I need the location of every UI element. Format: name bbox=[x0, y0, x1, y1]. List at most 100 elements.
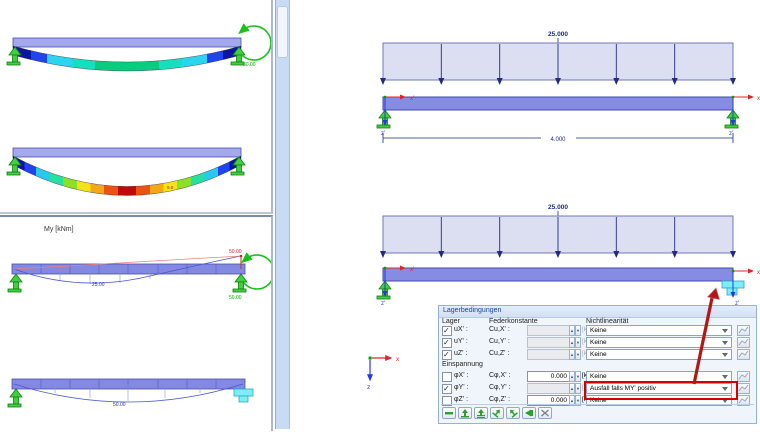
moment-arc-icon bbox=[241, 252, 275, 290]
dimension-label: 4.000 bbox=[550, 137, 566, 143]
spring-value-field[interactable] bbox=[527, 325, 570, 336]
column-header-lager: Lager bbox=[442, 318, 460, 325]
spinner-down-icon[interactable]: ▼ bbox=[574, 325, 581, 336]
spinner-up-icon[interactable]: ▲ bbox=[569, 383, 575, 394]
nonlinear-support-icon bbox=[233, 388, 254, 403]
delete-support-button[interactable] bbox=[538, 407, 552, 419]
spinner-control[interactable]: ▲ ▼ bbox=[569, 325, 581, 336]
support-rotate-button[interactable] bbox=[522, 407, 536, 419]
support-row-uy: uY' : Cu,Y' : ▲▼ [kN/mm] Keine bbox=[439, 337, 756, 348]
spinner-down-icon[interactable]: ▼ bbox=[574, 395, 581, 406]
spinner-down-icon[interactable]: ▼ bbox=[574, 349, 581, 360]
scrollbar-thumb[interactable] bbox=[277, 6, 288, 58]
panel-title: My [kNm] bbox=[44, 226, 74, 233]
nonlinearity-select-uy[interactable]: Keine bbox=[586, 337, 732, 348]
support-row-uz: uZ' : Cu,Z' : ▲▼ [kN/mm] Keine bbox=[439, 349, 756, 360]
column-header-nonlin: Nichtlinearität bbox=[586, 318, 629, 325]
spinner-up-icon[interactable]: ▲ bbox=[569, 371, 575, 382]
applied-moment-label: 50.00 bbox=[229, 295, 242, 301]
chevron-down-icon bbox=[722, 329, 728, 333]
chevron-down-icon bbox=[722, 399, 728, 403]
moment-diagram-simply-supported: 50.00 bbox=[7, 378, 254, 408]
moment-value-label: 50.00 bbox=[243, 62, 256, 68]
checkbox-uy[interactable] bbox=[442, 338, 452, 348]
results-view-moments: My [kNm] 25.00 50.00 50.00 bbox=[0, 215, 275, 431]
checkbox-phiz[interactable] bbox=[442, 396, 452, 406]
spinner-control[interactable]: ▲ ▼ bbox=[569, 371, 581, 382]
column-header-feder: Federkonstante bbox=[489, 318, 538, 325]
support-roller-button[interactable] bbox=[474, 407, 488, 419]
spinner-down-icon[interactable]: ▼ bbox=[574, 383, 581, 394]
model-figure-1: 25.000 x' z' bbox=[376, 31, 760, 143]
chevron-down-icon bbox=[722, 387, 728, 391]
spinner-up-icon[interactable]: ▲ bbox=[569, 325, 575, 336]
nonlinearity-select-ux[interactable]: Keine bbox=[586, 325, 732, 336]
load-arrows bbox=[380, 217, 736, 258]
spinner-control[interactable]: ▲ ▼ bbox=[569, 337, 581, 348]
load-value-label: 25.000 bbox=[548, 31, 568, 38]
beam-deformed-with-end-moment: 50.00 bbox=[6, 23, 272, 72]
svg-text:z': z' bbox=[381, 301, 385, 307]
checkbox-uz[interactable] bbox=[442, 350, 452, 360]
checkbox-ux[interactable] bbox=[442, 326, 452, 336]
checkbox-phiy[interactable] bbox=[442, 384, 452, 394]
svg-text:z': z' bbox=[735, 301, 739, 307]
support-hinged-button[interactable] bbox=[458, 407, 472, 419]
model-views: 25.000 x' z' bbox=[367, 31, 760, 391]
dof-label: uX' : bbox=[454, 326, 468, 333]
spring-label: Cu,X' : bbox=[489, 326, 510, 333]
support-sliding-button[interactable] bbox=[490, 407, 504, 419]
spinner-control[interactable]: ▲ ▼ bbox=[569, 349, 581, 360]
spring-label: Cφ,Y' : bbox=[489, 384, 511, 391]
nonlinearity-edit-button[interactable] bbox=[737, 325, 750, 336]
spring-value-field[interactable] bbox=[527, 383, 570, 394]
support-sliding-alt-button[interactable] bbox=[506, 407, 520, 419]
checkbox-phix[interactable] bbox=[442, 372, 452, 382]
spring-label: Cφ,Z' : bbox=[489, 396, 511, 403]
restraint-row-phix: φX' : Cφ,X' : 0.000 ▲▼ [kNm/rad] Keine bbox=[439, 371, 756, 382]
vertical-scrollbar[interactable] bbox=[275, 0, 290, 429]
load-arrows bbox=[380, 44, 736, 85]
midspan-moment-label: 50.00 bbox=[113, 402, 126, 408]
spring-value-field[interactable] bbox=[527, 349, 570, 360]
spinner-down-icon[interactable]: ▼ bbox=[574, 371, 581, 382]
remove-support-button[interactable] bbox=[442, 407, 456, 419]
hinged-support-icon bbox=[724, 109, 740, 129]
section-header-einspannung: Einspannung bbox=[442, 361, 483, 368]
max-deflection-label: 9.8 bbox=[167, 185, 174, 190]
beam-member bbox=[382, 96, 734, 111]
local-axes-right: x' z' bbox=[730, 268, 760, 307]
spring-value-field[interactable]: 0.000 bbox=[527, 371, 570, 382]
moment-diagrams: My [kNm] 25.00 50.00 50.00 bbox=[7, 226, 275, 408]
local-axes-left: x' z' bbox=[381, 265, 414, 307]
spinner-up-icon[interactable]: ▲ bbox=[569, 337, 575, 348]
spring-label: Cu,Y' : bbox=[489, 338, 510, 345]
dialog-title: Lagerbedingungen bbox=[439, 306, 756, 318]
spinner-up-icon[interactable]: ▲ bbox=[569, 349, 575, 360]
nonlinearity-select-uz[interactable]: Keine bbox=[586, 349, 732, 360]
nonlinearity-select-phiy[interactable]: Ausfall falls MY' positiv bbox=[586, 383, 732, 394]
spinner-control[interactable]: ▲ ▼ bbox=[569, 383, 581, 394]
dof-label: uZ' : bbox=[454, 350, 468, 357]
beam-deformed-simply-supported: 9.8 bbox=[6, 147, 246, 196]
support-conditions-dialog: Lagerbedingungen Lager Federkonstante Ni… bbox=[438, 305, 757, 424]
nonlinearity-edit-button[interactable] bbox=[737, 371, 750, 382]
nonlinearity-edit-button[interactable] bbox=[737, 349, 750, 360]
spinner-control[interactable]: ▲ ▼ bbox=[569, 395, 581, 406]
spring-value-field[interactable] bbox=[527, 337, 570, 348]
hinged-support-icon bbox=[376, 109, 392, 129]
moment-diagram-with-end-moment: 25.00 50.00 50.00 bbox=[7, 249, 275, 301]
dof-label: φX' : bbox=[454, 372, 469, 379]
nonlinearity-select-phiz[interactable]: Keine bbox=[586, 395, 732, 406]
moment-arc-icon bbox=[238, 23, 272, 61]
svg-text:x': x' bbox=[757, 96, 760, 102]
svg-text:x': x' bbox=[410, 267, 414, 273]
spinner-down-icon[interactable]: ▼ bbox=[574, 337, 581, 348]
spinner-up-icon[interactable]: ▲ bbox=[569, 395, 575, 406]
nonlinearity-edit-button[interactable] bbox=[737, 337, 750, 348]
chevron-down-icon bbox=[722, 375, 728, 379]
nonlinearity-edit-button[interactable] bbox=[737, 383, 750, 394]
separator bbox=[441, 404, 754, 405]
nonlinearity-edit-button[interactable] bbox=[737, 395, 750, 406]
hinged-support-icon bbox=[376, 280, 392, 300]
